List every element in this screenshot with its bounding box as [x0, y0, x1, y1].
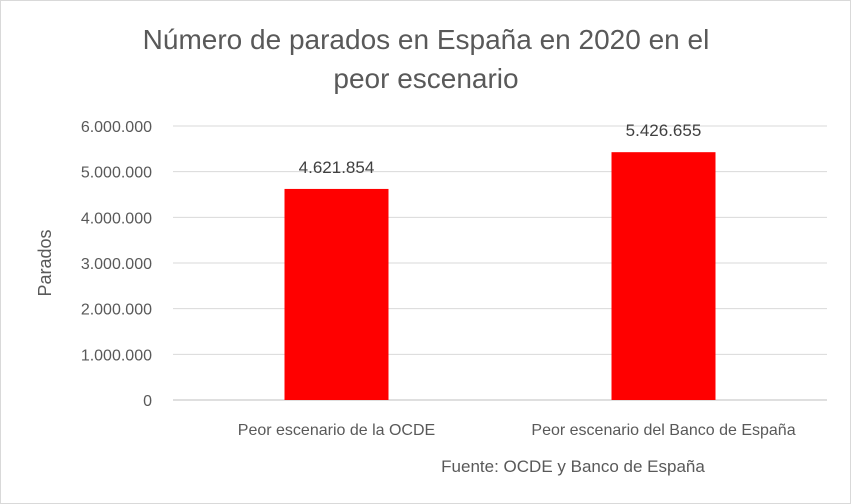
chart-title-line-2: peor escenario — [333, 63, 518, 94]
data-label: 5.426.655 — [626, 121, 702, 140]
y-axis-title: Parados — [35, 229, 55, 296]
bar — [284, 188, 389, 400]
y-tick-label: 3.000.000 — [81, 256, 152, 273]
chart-title-line-1: Número de parados en España en 2020 en e… — [143, 24, 710, 55]
data-label: 4.621.854 — [299, 158, 375, 177]
y-tick-label: 4.000.000 — [81, 210, 152, 227]
category-label: Peor escenario de la OCDE — [238, 422, 435, 439]
x-axis-category-labels: Peor escenario de la OCDE Peor escenario … — [238, 422, 796, 439]
category-label: Peor escenario del Banco de España — [531, 422, 795, 439]
y-tick-label: 6.000.000 — [81, 119, 152, 136]
data-labels: 4.621.854 5.426.655 — [299, 121, 702, 177]
bar — [611, 152, 716, 400]
y-tick-label: 0 — [143, 393, 152, 410]
y-tick-label: 1.000.000 — [81, 347, 152, 364]
source-note: Fuente: OCDE y Banco de España — [441, 457, 705, 476]
y-axis-tick-labels: 0 1.000.000 2.000.000 3.000.000 4.000.000 5.0… — [81, 119, 152, 410]
y-tick-label: 2.000.000 — [81, 302, 152, 319]
gridlines — [173, 125, 827, 401]
y-tick-label: 5.000.000 — [81, 165, 152, 182]
bars — [284, 152, 716, 400]
